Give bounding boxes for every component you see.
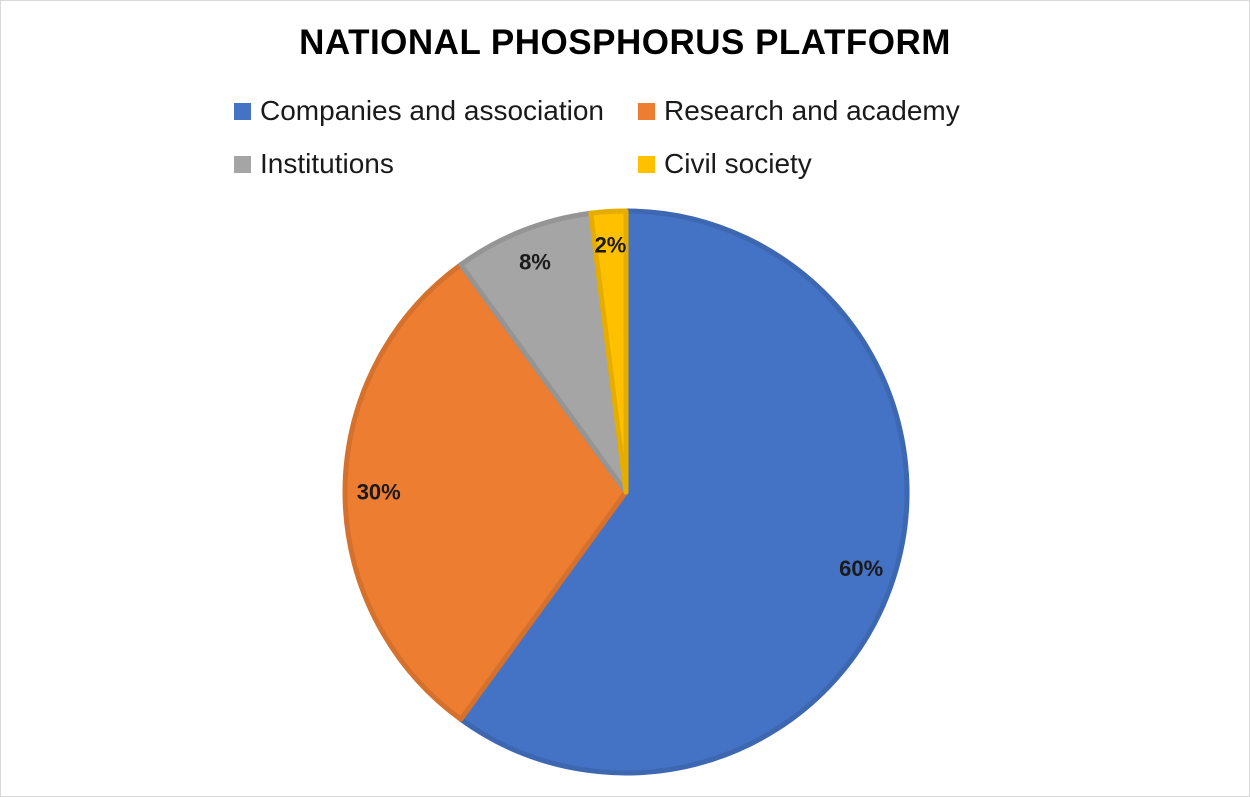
legend-swatch-research [638, 102, 655, 120]
data-label-research: 30% [357, 480, 401, 505]
legend-label-institutions: Institutions [260, 148, 394, 179]
legend-item-companies: Companies and association [234, 95, 604, 127]
legend-label-civil-society: Civil society [664, 148, 812, 179]
legend-label-research: Research and academy [664, 95, 960, 126]
pie-slice-research [342, 262, 629, 722]
chart-title: NATIONAL PHOSPHORUS PLATFORM [299, 23, 951, 62]
pie-slice-institutions [458, 210, 629, 495]
data-label-companies: 60% [839, 556, 883, 581]
legend-item-civil-society: Civil society [638, 148, 812, 180]
legend-item-institutions: Institutions [234, 148, 394, 180]
data-label-institutions: 8% [519, 250, 551, 275]
legend-item-research: Research and academy [638, 95, 960, 127]
legend-swatch-institutions [234, 155, 251, 173]
pie-slice-civil-society [588, 208, 629, 495]
legend-swatch-companies [234, 102, 251, 120]
legend-swatch-civil-society [638, 155, 655, 173]
pie-slice-companies [458, 208, 910, 776]
legend-label-companies: Companies and association [260, 95, 604, 126]
data-label-civil-society: 2% [595, 233, 627, 258]
